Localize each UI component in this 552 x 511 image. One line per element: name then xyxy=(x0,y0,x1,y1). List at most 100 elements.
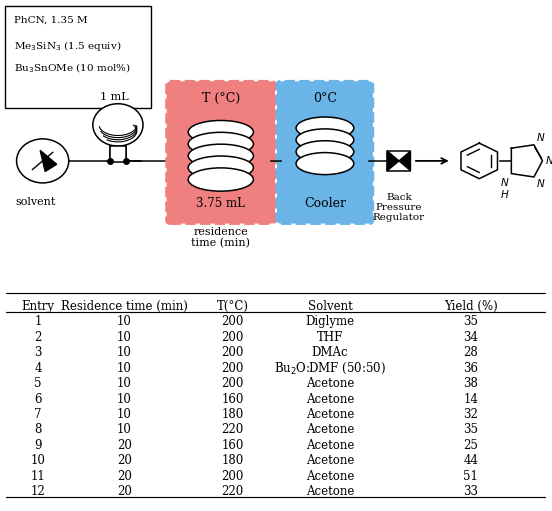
Text: 12: 12 xyxy=(30,485,45,498)
Ellipse shape xyxy=(188,144,253,168)
Text: H: H xyxy=(501,190,509,200)
Ellipse shape xyxy=(296,117,354,139)
Text: Acetone: Acetone xyxy=(306,408,354,421)
Text: Diglyme: Diglyme xyxy=(306,315,354,328)
Text: 180: 180 xyxy=(221,454,244,468)
Text: Bu$_3$SnOMe (10 mol%): Bu$_3$SnOMe (10 mol%) xyxy=(14,62,130,76)
Text: 44: 44 xyxy=(463,454,478,468)
Text: 8: 8 xyxy=(34,424,41,436)
Ellipse shape xyxy=(188,132,253,156)
Text: Me$_3$SiN$_3$ (1.5 equiv): Me$_3$SiN$_3$ (1.5 equiv) xyxy=(14,39,121,53)
Text: 14: 14 xyxy=(463,392,478,406)
Polygon shape xyxy=(388,151,399,171)
Text: 200: 200 xyxy=(221,331,244,344)
FancyBboxPatch shape xyxy=(5,6,151,108)
Text: Entry: Entry xyxy=(22,300,55,313)
Text: Acetone: Acetone xyxy=(306,439,354,452)
Text: 160: 160 xyxy=(221,392,244,406)
Text: 220: 220 xyxy=(221,424,244,436)
Text: 200: 200 xyxy=(221,362,244,375)
Text: Acetone: Acetone xyxy=(306,470,354,483)
Text: residence
time (min): residence time (min) xyxy=(192,226,250,248)
Text: 10: 10 xyxy=(117,362,132,375)
Text: 2: 2 xyxy=(34,331,41,344)
Text: Bu$_2$O:DMF (50:50): Bu$_2$O:DMF (50:50) xyxy=(274,360,386,376)
Text: 10: 10 xyxy=(117,392,132,406)
Text: 7: 7 xyxy=(34,408,42,421)
Text: PhCN, 1.35 M: PhCN, 1.35 M xyxy=(14,16,87,25)
Text: 10: 10 xyxy=(117,424,132,436)
Text: 25: 25 xyxy=(463,439,478,452)
Text: 10: 10 xyxy=(30,454,45,468)
Ellipse shape xyxy=(296,153,354,175)
Text: 10: 10 xyxy=(117,315,132,328)
Text: N: N xyxy=(537,133,544,143)
Text: 36: 36 xyxy=(463,362,478,375)
FancyBboxPatch shape xyxy=(167,81,275,223)
Text: 220: 220 xyxy=(221,485,244,498)
Text: solvent: solvent xyxy=(15,197,55,207)
Text: 1: 1 xyxy=(34,315,41,328)
Ellipse shape xyxy=(296,129,354,151)
Ellipse shape xyxy=(296,141,354,163)
Text: Cooler: Cooler xyxy=(304,197,346,210)
Text: Back
Pressure
Regulator: Back Pressure Regulator xyxy=(373,193,425,222)
Circle shape xyxy=(17,139,69,183)
Text: DMAc: DMAc xyxy=(312,346,348,359)
Text: T(°C): T(°C) xyxy=(217,300,249,313)
Text: Acetone: Acetone xyxy=(306,392,354,406)
Text: 32: 32 xyxy=(463,408,478,421)
Ellipse shape xyxy=(188,156,253,179)
Text: 1 mL: 1 mL xyxy=(100,91,129,102)
Ellipse shape xyxy=(188,121,253,144)
Text: 20: 20 xyxy=(117,454,132,468)
Circle shape xyxy=(93,104,143,146)
Text: 0°C: 0°C xyxy=(313,92,337,105)
Text: 5: 5 xyxy=(34,377,42,390)
Text: Acetone: Acetone xyxy=(306,485,354,498)
Text: 10: 10 xyxy=(117,346,132,359)
Text: 35: 35 xyxy=(463,315,478,328)
Text: 20: 20 xyxy=(117,470,132,483)
Text: Acetone: Acetone xyxy=(306,424,354,436)
Text: 9: 9 xyxy=(34,439,42,452)
Text: 38: 38 xyxy=(463,377,478,390)
Bar xyxy=(388,151,411,171)
Text: 160: 160 xyxy=(221,439,244,452)
Text: 10: 10 xyxy=(117,408,132,421)
Text: 200: 200 xyxy=(221,470,244,483)
Text: N: N xyxy=(501,178,509,188)
Bar xyxy=(110,146,126,162)
Text: T (°C): T (°C) xyxy=(201,92,240,105)
Text: Acetone: Acetone xyxy=(306,454,354,468)
Text: Acetone: Acetone xyxy=(306,377,354,390)
Text: N: N xyxy=(546,156,552,166)
Ellipse shape xyxy=(188,168,253,191)
Text: 10: 10 xyxy=(117,331,132,344)
Text: N: N xyxy=(537,179,544,189)
Text: 28: 28 xyxy=(463,346,478,359)
Text: 20: 20 xyxy=(117,485,132,498)
Text: Yield (%): Yield (%) xyxy=(444,300,497,313)
Text: 200: 200 xyxy=(221,315,244,328)
Text: 35: 35 xyxy=(463,424,478,436)
Text: 11: 11 xyxy=(30,470,45,483)
Text: 33: 33 xyxy=(463,485,478,498)
FancyBboxPatch shape xyxy=(277,81,373,223)
Text: 200: 200 xyxy=(221,377,244,390)
Text: 20: 20 xyxy=(117,439,132,452)
Text: 4: 4 xyxy=(34,362,42,375)
Text: 3: 3 xyxy=(34,346,42,359)
Polygon shape xyxy=(40,150,57,172)
Text: 6: 6 xyxy=(34,392,42,406)
Polygon shape xyxy=(399,151,411,171)
Text: 34: 34 xyxy=(463,331,478,344)
Text: THF: THF xyxy=(317,331,343,344)
Text: 3.75 mL: 3.75 mL xyxy=(197,197,245,210)
Text: 51: 51 xyxy=(463,470,478,483)
Text: Solvent: Solvent xyxy=(307,300,353,313)
Text: Residence time (min): Residence time (min) xyxy=(61,300,188,313)
Text: 180: 180 xyxy=(221,408,244,421)
Text: 200: 200 xyxy=(221,346,244,359)
Text: 10: 10 xyxy=(117,377,132,390)
